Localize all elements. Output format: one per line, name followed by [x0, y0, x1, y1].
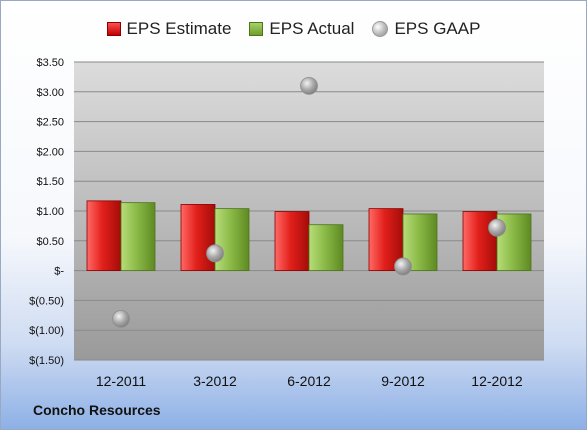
legend: EPS Estimate EPS Actual EPS GAAP [0, 17, 587, 41]
legend-label-eps-actual: EPS Actual [269, 19, 355, 38]
y-tick-label: $(1.00) [29, 325, 64, 337]
eps-gaap-point [488, 218, 506, 237]
y-tick-label: $(1.50) [29, 355, 64, 367]
y-tick-label: $(0.50) [29, 295, 64, 307]
y-tick-label: $2.00 [36, 146, 64, 158]
eps-estimate-bar [86, 200, 122, 271]
y-tick-label: $3.00 [36, 87, 64, 99]
eps-estimate-bar [180, 204, 216, 271]
y-tick-label: $1.50 [36, 176, 64, 188]
x-tick-label: 6-2012 [287, 373, 331, 389]
y-tick-label: $2.50 [36, 117, 64, 129]
eps-actual-bar [120, 202, 156, 272]
legend-swatch-eps-estimate [106, 22, 121, 36]
eps-gaap-point [394, 257, 412, 276]
eps-gaap-point [300, 76, 318, 95]
legend-swatch-eps-gaap [372, 21, 389, 37]
legend-label-eps-gaap: EPS GAAP [394, 19, 481, 38]
legend-label-eps-estimate: EPS Estimate [126, 19, 232, 38]
x-tick-label: 3-2012 [193, 373, 237, 389]
x-tick-label: 12-2012 [471, 373, 523, 389]
eps-actual-bar [214, 208, 250, 271]
y-tick-label: $1.00 [36, 206, 64, 218]
x-tick-label: 9-2012 [381, 373, 425, 389]
legend-item-eps-estimate: EPS Estimate [106, 19, 232, 39]
legend-item-eps-actual: EPS Actual [249, 19, 354, 39]
eps-estimate-bar [274, 211, 310, 271]
eps-gaap-point [112, 309, 130, 328]
y-tick-label: $- [54, 266, 64, 278]
legend-swatch-eps-actual [249, 22, 264, 36]
y-tick-label: $3.50 [36, 57, 64, 69]
legend-item-eps-gaap: EPS GAAP [372, 19, 480, 39]
eps-actual-bar [308, 224, 344, 271]
x-tick-label: 12-2011 [96, 373, 147, 389]
eps-gaap-point [206, 244, 224, 263]
company-name: Concho Resources [33, 402, 161, 418]
y-tick-label: $0.50 [36, 236, 64, 248]
